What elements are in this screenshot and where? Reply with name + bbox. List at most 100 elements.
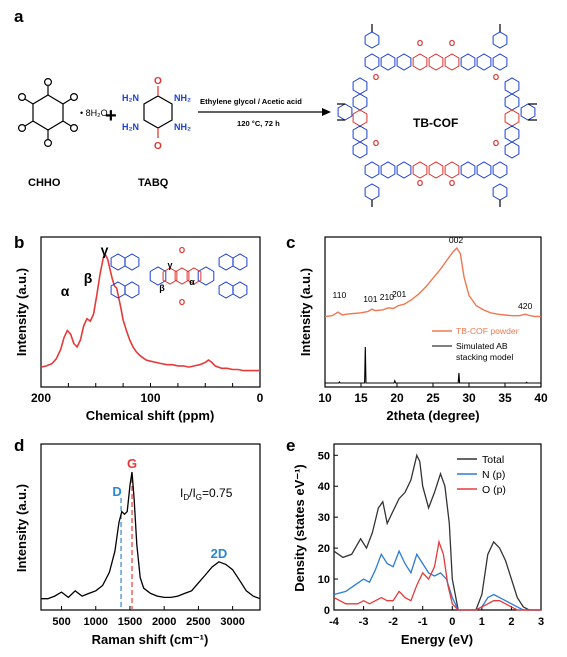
x-tick-label: -4 [329,616,340,628]
peak-label: 420 [518,301,533,311]
inset-ring [218,253,234,271]
panel-b-x-axis-label: Chemical shift (ppm) [86,408,215,423]
chho-label: CHHO [28,177,61,189]
cof-ring [504,125,520,143]
cof-ring [364,183,380,201]
cof-oxygen: O [449,179,455,188]
panel-c-frame [324,236,542,388]
cof-ring [444,161,460,179]
x-tick-label: 200 [31,391,51,405]
inset-ring [218,281,234,299]
panel-b-x-ticks: 200 100 0 [31,383,264,405]
peak-label: 002 [449,235,464,245]
legend-label-sim-line1: Simulated AB [456,341,508,351]
cof-ring [352,77,368,95]
x-tick-label: 15 [354,391,368,405]
cof-ring [492,31,508,49]
cof-oxygen: O [417,39,423,48]
x-tick-label: -1 [418,616,428,628]
panel-d-annotations: DG 2D ID/IG=0.75 [112,456,232,561]
cof-ring [364,53,380,71]
x-tick-label: 3000 [220,616,244,628]
panel-b-frame [40,236,261,388]
legend-label-o: O (p) [482,484,506,496]
x-tick-label: 1000 [84,616,108,628]
y-tick-label: 30 [318,512,330,524]
cof-ring [476,161,492,179]
y-tick-label: 10 [318,574,330,586]
chho-oxygen [18,123,27,132]
plus-sign: + [105,105,117,127]
inset-ring [232,253,248,271]
chho-oxygen [69,123,78,132]
cof-oxygen: O [449,39,455,48]
x-tick-label: 500 [52,616,70,628]
panel-c-y-axis-label: Intensity (a.u.) [298,268,313,356]
inset-ring [110,253,126,271]
panel-d-raman-line [41,471,261,600]
inset-label: β [159,283,165,293]
arrow-condition-bottom: 120 °C, 72 h [237,119,280,128]
x-tick-label: 0 [449,616,455,628]
panel-b-structure-inset: O Oγ β α [110,246,248,307]
panel-d-letter: d [14,436,24,455]
peak-annotation: α [61,283,70,299]
x-tick-label: -3 [359,616,369,628]
x-tick-label: 35 [498,391,512,405]
legend-label-sim-line2: stacking model [456,352,513,362]
x-tick-label: 20 [390,391,404,405]
cof-ring [352,109,368,127]
panel-c-xrd-experimental [324,246,541,318]
tabq-amine: NH₂ [174,93,191,103]
panel-b: b 200 100 0 αβγ Chemical shift (ppm) Inten… [14,233,264,423]
cof-ring [396,161,412,179]
panel-c-legend: TB-COF powder Simulated AB stacking mode… [432,326,519,362]
panel-c-xrd-simulated [325,346,541,384]
tabq-amine: H₂N [122,122,139,132]
chho-ring [32,94,64,131]
panel-e-frame [333,443,542,611]
peak-label: 101 [363,294,378,304]
legend-label-exp: TB-COF powder [456,326,519,336]
x-tick-label: 10 [318,391,332,405]
inset-label: γ [167,260,172,270]
tabq-structure: O O NH₂ NH₂ H₂N H₂N [122,76,191,152]
panel-c-x-ticks: 10 15 20 25 30 35 40 [318,383,548,405]
chho-bond [24,98,34,105]
inset-ring [124,281,140,299]
chho-bond [62,120,72,127]
chho-bond [62,98,72,105]
x-tick-label: 100 [140,391,160,405]
panel-e-dos-total [333,453,541,611]
chho-structure [18,77,78,148]
peak-annotation: γ [101,242,109,258]
y-tick-label: 50 [318,450,330,462]
tabq-amine: H₂N [122,93,139,103]
panel-d: d 500 1000 1500 2000 2500 3000 DG 2D ID/IG=0.75… [14,436,261,647]
panel-d-x-axis-label: Raman shift (cm⁻¹) [92,632,209,647]
cof-ring [352,93,368,111]
chho-oxygen [43,139,52,148]
cof-oxygen: O [417,179,423,188]
inset-ring [124,253,140,271]
panel-b-y-axis-label: Intensity (a.u.) [14,268,29,356]
cof-ring [460,161,476,179]
x-tick-label: 3 [538,616,544,628]
panel-e-dos-o-p [333,539,541,611]
x-tick-label: 2 [508,616,514,628]
cof-ring [412,161,428,179]
intensity-ratio: ID/IG=0.75 [180,486,233,502]
peak-annotation: β [84,270,93,286]
panel-e-letter: e [286,436,295,455]
peak-label: 201 [392,289,407,299]
x-tick-label: -2 [388,616,398,628]
y-tick-label: 20 [318,543,330,555]
x-tick-label: 2000 [152,616,176,628]
cof-ring [504,93,520,111]
inset-ring [186,267,202,285]
x-tick-label: 30 [462,391,476,405]
x-tick-label: 40 [534,391,548,405]
tabq-label: TABQ [138,177,169,189]
